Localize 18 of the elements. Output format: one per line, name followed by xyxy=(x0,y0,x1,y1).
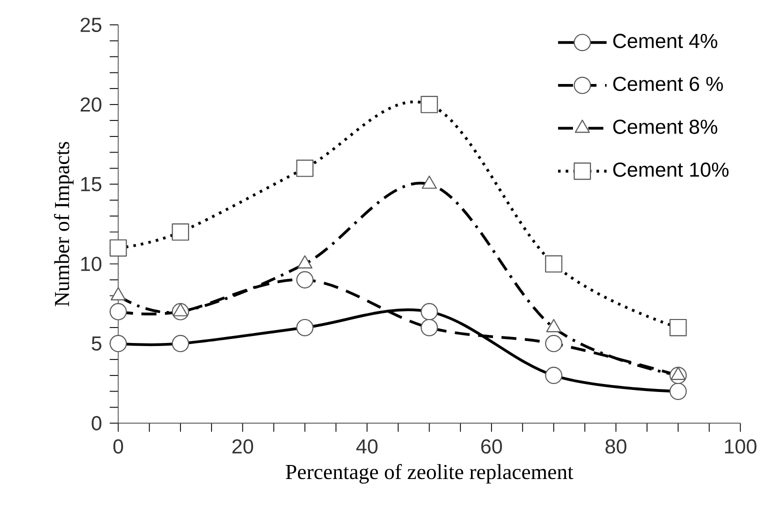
y-tick-label: 10 xyxy=(81,256,102,271)
y-tick-label: 0 xyxy=(92,416,102,430)
x-tick-label: 20 xyxy=(232,439,254,454)
y-tick-label: 20 xyxy=(80,97,102,112)
y-axis-title: Number of Impacts xyxy=(54,142,74,306)
y-tick-label: 15 xyxy=(81,177,102,192)
y-tick-label: 25 xyxy=(80,18,102,32)
x-tick-label: 40 xyxy=(356,439,378,454)
legend-label: Cement 4% xyxy=(613,34,718,48)
x-tick-label: 100 xyxy=(724,439,756,454)
legend-label: Cement 6 % xyxy=(613,76,723,91)
x-tick-label: 0 xyxy=(113,439,124,454)
y-tick-label: 5 xyxy=(92,336,102,351)
x-tick-label: 60 xyxy=(481,439,502,454)
x-tick-label: 80 xyxy=(606,439,626,454)
legend-label: Cement 8% xyxy=(613,120,718,134)
legend-label: Cement 10% xyxy=(613,162,729,177)
x-axis-title: Percentage of zeolite replacement xyxy=(286,464,574,484)
